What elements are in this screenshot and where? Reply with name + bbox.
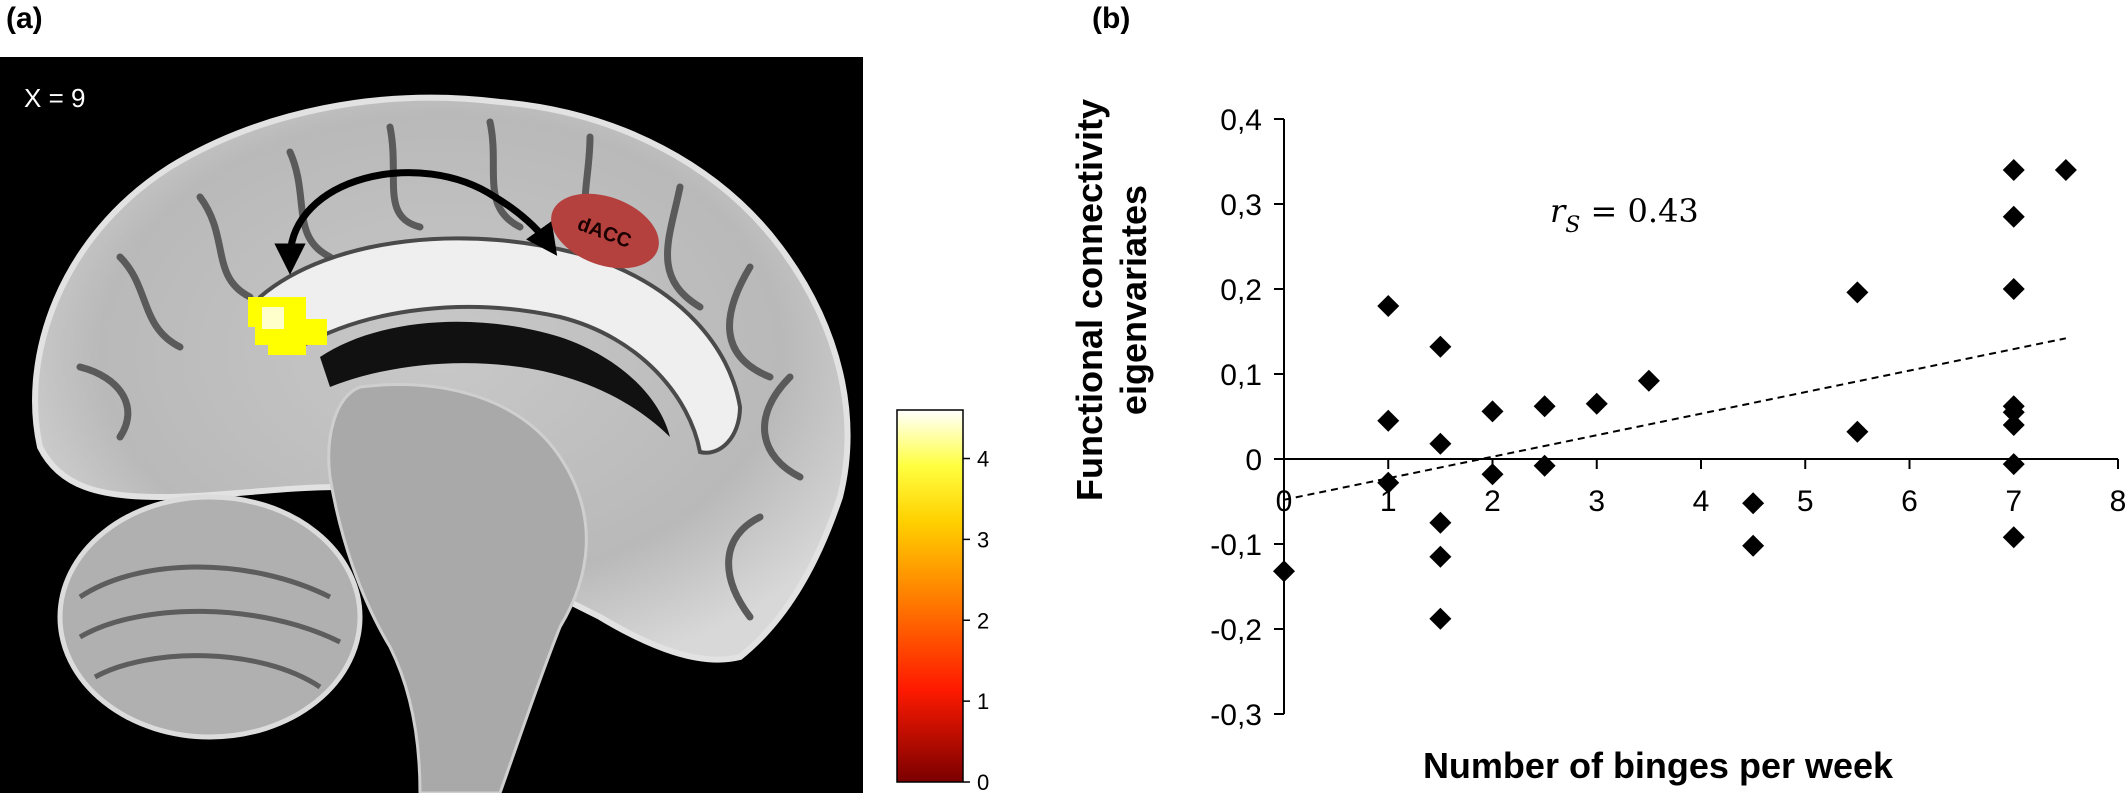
- data-point: [1481, 463, 1504, 486]
- y-tick-label: 0,1: [1220, 359, 1262, 392]
- y-axis-label-line1: Functional connectivity: [1069, 99, 1110, 501]
- cerebellum: [57, 494, 363, 740]
- data-point: [2054, 159, 2077, 181]
- data-point: [2002, 526, 2025, 549]
- x-tick-label: 7: [2005, 485, 2022, 518]
- y-axis-ticks: 0,4 0,3 0,2 0,1 0 -0,1 -0,2 -0,3: [1210, 104, 1284, 732]
- data-point: [2002, 205, 2025, 228]
- y-tick-label: -0,3: [1210, 699, 1262, 732]
- y-tick-label: -0,1: [1210, 529, 1262, 562]
- x-tick-label: 6: [1901, 485, 1918, 518]
- colorbar-tick-label: 4: [977, 447, 989, 472]
- spearman-annotation: rS = 0.43: [1550, 192, 1699, 238]
- data-point: [1273, 560, 1295, 583]
- data-point: [1637, 369, 1660, 392]
- colorbar-ticks: 4 3 2 1 0: [963, 447, 989, 793]
- x-tick-label: 5: [1797, 485, 1814, 518]
- colorbar-tick-label: 0: [977, 770, 989, 793]
- slice-coordinate-label: X = 9: [24, 83, 85, 113]
- colorbar-tick-label: 1: [977, 689, 989, 714]
- data-point: [1429, 545, 1452, 568]
- y-tick-label: 0,3: [1220, 189, 1262, 222]
- colorbar-tick-label: 2: [977, 608, 989, 633]
- x-tick-label: 1: [1380, 485, 1397, 518]
- x-tick-label: 8: [2110, 485, 2127, 518]
- panel-a-label: (a): [6, 2, 43, 35]
- dacc-region: [551, 193, 659, 269]
- colorbar-tick-label: 3: [977, 527, 989, 552]
- data-point: [2002, 401, 2025, 424]
- trendline: [1283, 337, 2067, 501]
- cerebellum-folia: [78, 564, 342, 690]
- colorbar: [896, 409, 964, 783]
- x-tick-label: 2: [1484, 485, 1501, 518]
- data-point: [2002, 278, 2025, 300]
- data-point: [1429, 607, 1452, 630]
- activation-cluster: [248, 297, 327, 355]
- data-point: [2002, 159, 2025, 181]
- data-point: [1846, 281, 1869, 304]
- data-point: [1429, 511, 1452, 534]
- x-axis-ticks: 0 1 2 3 4 5 6 7 8: [1276, 459, 2127, 518]
- scatter-chart: 0,4 0,3 0,2 0,1 0 -0,1 -0,2 -0,3 0 1 2 3 4 5 6 7 8 Func…: [1069, 99, 2127, 786]
- x-axis-label: Number of binges per week: [1423, 745, 1894, 786]
- y-axis-label-line2: eigenvariates: [1113, 185, 1154, 415]
- data-point: [1742, 534, 1765, 557]
- data-point: [1742, 492, 1765, 515]
- data-point: [1429, 335, 1452, 358]
- y-tick-label: 0,2: [1220, 274, 1262, 307]
- data-point: [1377, 295, 1400, 317]
- data-point: [1533, 395, 1556, 418]
- data-point: [1533, 454, 1556, 477]
- data-point: [1585, 392, 1608, 415]
- x-tick-label: 0: [1276, 485, 1293, 518]
- y-tick-label: -0,2: [1210, 614, 1262, 647]
- lateral-ventricle: [320, 321, 670, 437]
- axes: [1283, 119, 2118, 714]
- data-point: [2002, 453, 2025, 476]
- data-point: [1429, 432, 1452, 455]
- data-points: [1273, 159, 2077, 630]
- data-point: [2002, 414, 2025, 436]
- data-point: [1846, 420, 1869, 443]
- x-tick-label: 3: [1588, 485, 1605, 518]
- y-tick-label: 0,4: [1220, 104, 1262, 137]
- brainstem: [327, 383, 588, 793]
- x-tick-label: 4: [1693, 485, 1710, 518]
- y-tick-label: 0: [1245, 444, 1262, 477]
- data-point: [1377, 409, 1400, 432]
- data-point: [1481, 400, 1504, 423]
- panel-b-label: (b): [1092, 2, 1131, 35]
- connectivity-arrow: [274, 169, 558, 275]
- data-point: [1377, 471, 1400, 494]
